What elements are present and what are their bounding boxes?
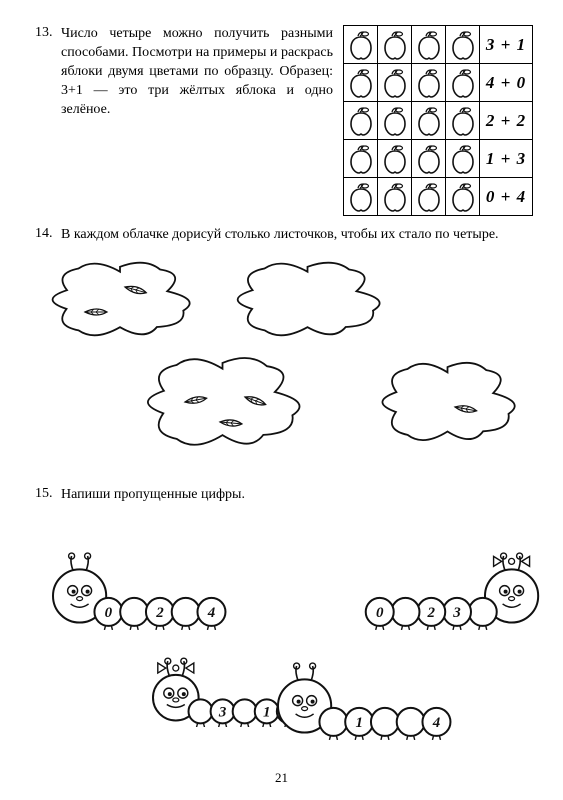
apple-cell bbox=[412, 64, 446, 102]
apple-cell bbox=[412, 178, 446, 216]
svg-text:3: 3 bbox=[218, 704, 227, 720]
task-14-number: 14. bbox=[35, 226, 57, 242]
task-15-number: 15. bbox=[35, 486, 57, 502]
apple-cell bbox=[412, 140, 446, 178]
apple-cell bbox=[412, 102, 446, 140]
svg-text:3: 3 bbox=[452, 605, 461, 621]
apple-cell bbox=[378, 64, 412, 102]
svg-text:2: 2 bbox=[155, 605, 164, 621]
clouds-area bbox=[40, 257, 530, 482]
cloud bbox=[45, 257, 195, 347]
svg-text:1: 1 bbox=[355, 715, 363, 731]
apple-cell bbox=[344, 64, 378, 102]
worksheet-page: 13. Число четыре можно получить разными … bbox=[0, 0, 563, 762]
apple-cell bbox=[378, 102, 412, 140]
task-15-text: Напиши пропущенные цифры. bbox=[61, 486, 245, 505]
apple-cell bbox=[378, 26, 412, 64]
apple-cell bbox=[412, 26, 446, 64]
expression-cell: 2 + 2 bbox=[480, 102, 533, 140]
task-14-text: В каждом облачке дорисуй столько листочк… bbox=[61, 226, 499, 245]
caterpillar: 14 bbox=[270, 632, 476, 745]
expression-cell: 0 + 4 bbox=[480, 178, 533, 216]
page-number: 21 bbox=[0, 770, 563, 786]
expression-cell: 4 + 0 bbox=[480, 64, 533, 102]
apple-cell bbox=[446, 64, 480, 102]
task-13: 13. Число четыре можно получить разными … bbox=[35, 25, 533, 216]
apple-cell bbox=[344, 178, 378, 216]
apple-cell bbox=[344, 26, 378, 64]
expression-cell: 3 + 1 bbox=[480, 26, 533, 64]
svg-text:0: 0 bbox=[105, 605, 113, 621]
caterpillars-area: 0 2 4 3 2 0 3 114 bbox=[40, 517, 530, 742]
caterpillar: 0 2 4 bbox=[45, 522, 251, 635]
apple-table: 3 + 1 4 + 0 2 + 2 bbox=[343, 25, 533, 216]
expression-cell: 1 + 3 bbox=[480, 140, 533, 178]
caterpillar: 3 2 0 bbox=[340, 522, 546, 635]
apple-cell bbox=[378, 178, 412, 216]
apple-cell bbox=[446, 26, 480, 64]
cloud bbox=[140, 352, 305, 457]
svg-text:4: 4 bbox=[432, 715, 441, 731]
apple-cell bbox=[344, 140, 378, 178]
svg-text:0: 0 bbox=[376, 605, 384, 621]
task-13-number: 13. bbox=[35, 25, 57, 41]
apple-cell bbox=[446, 102, 480, 140]
task-13-text: Число четыре можно получить разными спос… bbox=[61, 25, 333, 119]
svg-text:2: 2 bbox=[426, 605, 435, 621]
apple-cell bbox=[344, 102, 378, 140]
apple-cell bbox=[378, 140, 412, 178]
apple-cell bbox=[446, 178, 480, 216]
cloud bbox=[230, 257, 385, 347]
apple-cell bbox=[446, 140, 480, 178]
svg-text:4: 4 bbox=[207, 605, 216, 621]
cloud bbox=[375, 357, 520, 452]
